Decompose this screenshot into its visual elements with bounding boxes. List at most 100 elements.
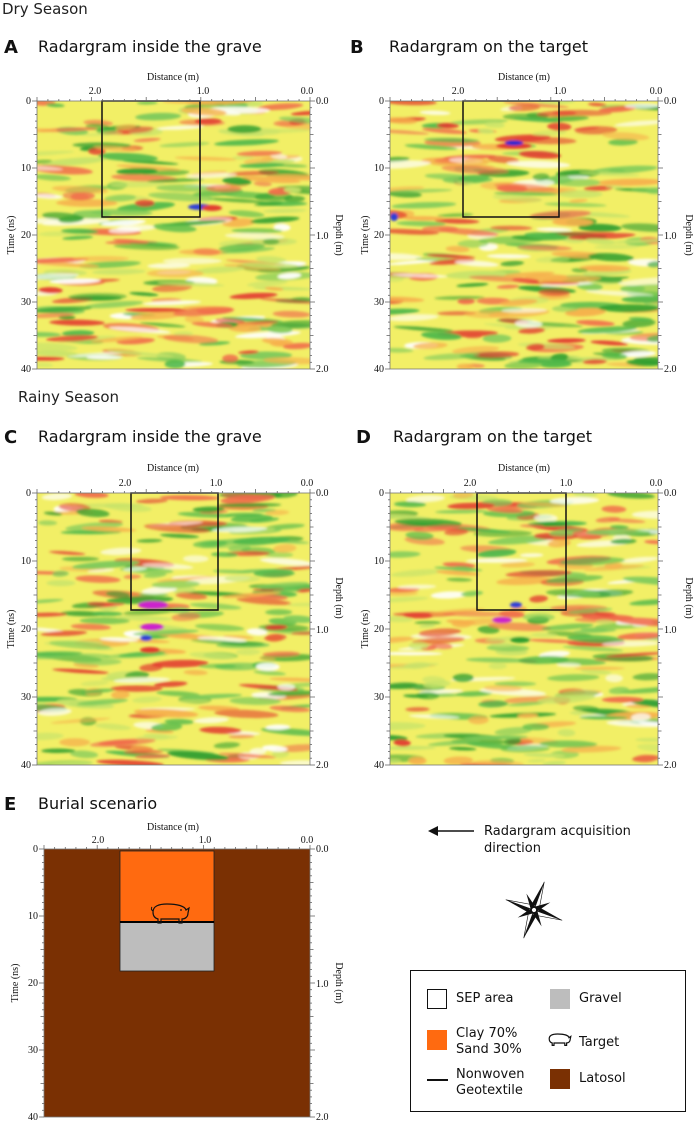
reflection-band	[631, 187, 658, 194]
reflection-band	[207, 197, 268, 204]
reflection-band	[263, 208, 307, 213]
reflection-band	[137, 357, 203, 363]
reflection-band	[269, 705, 310, 713]
reflection-band	[498, 610, 525, 618]
reflection-band	[81, 526, 137, 532]
reflection-band	[446, 577, 473, 582]
distance-tick-b-0: 0.0	[650, 86, 663, 97]
depth-tick-a-2: 2.0	[316, 364, 329, 375]
reflection-band	[218, 243, 266, 252]
reflection-band	[37, 342, 78, 351]
reflection-band	[261, 337, 294, 345]
panel-letter-a: A	[4, 37, 18, 58]
reflection-band	[190, 639, 247, 645]
reflection-band	[390, 186, 425, 192]
reflection-band	[490, 225, 533, 231]
reflection-band	[259, 298, 310, 304]
reflection-band	[108, 326, 171, 334]
reflection-band	[632, 673, 658, 681]
reflection-band	[482, 334, 512, 343]
reflection-band	[194, 266, 245, 274]
time-tick-c-0: 0	[26, 488, 31, 499]
reflection-band	[452, 673, 474, 682]
reflection-band	[192, 506, 225, 513]
reflection-band	[265, 609, 293, 616]
reflection-band	[81, 688, 115, 694]
legend-sep-swatch	[427, 989, 447, 1009]
reflection-band	[415, 691, 440, 700]
reflection-band	[535, 256, 571, 263]
reflection-band	[139, 663, 163, 672]
reflection-band	[104, 194, 137, 202]
reflection-band	[519, 524, 545, 528]
distance-tick-a-0: 0.0	[301, 86, 314, 97]
reflection-band	[527, 638, 583, 644]
reflection-band	[494, 681, 537, 687]
reflection-band	[443, 756, 474, 765]
reflection-band	[194, 118, 222, 125]
reflection-band	[67, 351, 125, 358]
reflection-band	[583, 185, 614, 192]
reflection-band	[222, 177, 252, 186]
reflection-band	[525, 343, 545, 351]
reflection-band	[619, 686, 658, 694]
reflection-band	[37, 362, 54, 368]
reflection-band	[390, 551, 421, 558]
reflection-band	[463, 735, 528, 740]
reflection-band	[496, 185, 528, 193]
reflection-band	[75, 575, 121, 583]
reflection-band	[73, 658, 122, 666]
reflection-band	[466, 558, 528, 563]
dry-season-heading: Dry Season	[2, 0, 88, 18]
radargram-a	[36, 100, 311, 370]
reflection-band	[419, 110, 451, 116]
reflection-band	[622, 576, 658, 586]
reflection-band	[37, 708, 72, 716]
reflection-band	[567, 634, 625, 644]
reflection-band	[465, 334, 482, 339]
depth-tick-e-1: 1.0	[316, 979, 329, 990]
reflection-band	[38, 287, 63, 294]
reflection-band	[503, 271, 555, 278]
reflection-band	[283, 615, 310, 624]
reflection-band	[41, 157, 107, 166]
reflection-band	[37, 218, 60, 224]
reflection-band	[494, 134, 551, 143]
reflection-band	[390, 745, 436, 750]
acquisition-direction-note: Radargram acquisition direction	[484, 824, 631, 856]
legend-geotextile-swatch	[427, 1079, 448, 1081]
reflection-band	[52, 668, 110, 674]
reflection-band	[259, 656, 276, 661]
reflection-band	[412, 636, 465, 645]
reflection-hotspot	[492, 617, 512, 623]
reflection-band	[478, 700, 509, 708]
reflection-band	[636, 743, 658, 752]
depth-tick-c-1: 1.0	[316, 625, 329, 636]
reflection-band	[608, 518, 646, 523]
reflection-band	[445, 245, 470, 253]
reflection-band	[40, 630, 88, 637]
reflection-band	[390, 616, 413, 623]
reflection-band	[241, 262, 299, 269]
reflection-band	[572, 493, 598, 498]
time-label-c: Time (ns)	[6, 610, 17, 649]
reflection-band	[198, 705, 241, 712]
reflection-band	[183, 669, 208, 676]
reflection-band	[594, 611, 616, 617]
reflection-band	[221, 591, 282, 599]
reflection-hotspot	[138, 601, 168, 609]
reflection-band	[606, 185, 623, 189]
reflection-band	[93, 145, 137, 152]
reflection-band	[582, 359, 607, 365]
legend-latosol-label: Latosol	[579, 1071, 626, 1086]
reflection-band	[403, 662, 431, 669]
reflection-band	[198, 663, 237, 669]
rainy-season-heading: Rainy Season	[18, 388, 120, 406]
radargram-a-reflections	[37, 101, 310, 369]
reflection-band	[277, 272, 302, 280]
reflection-band	[80, 680, 109, 687]
reflection-band	[393, 739, 411, 747]
reflection-band	[250, 216, 300, 224]
reflection-band	[153, 681, 188, 688]
distance-tick-a-2: 2.0	[89, 86, 102, 97]
